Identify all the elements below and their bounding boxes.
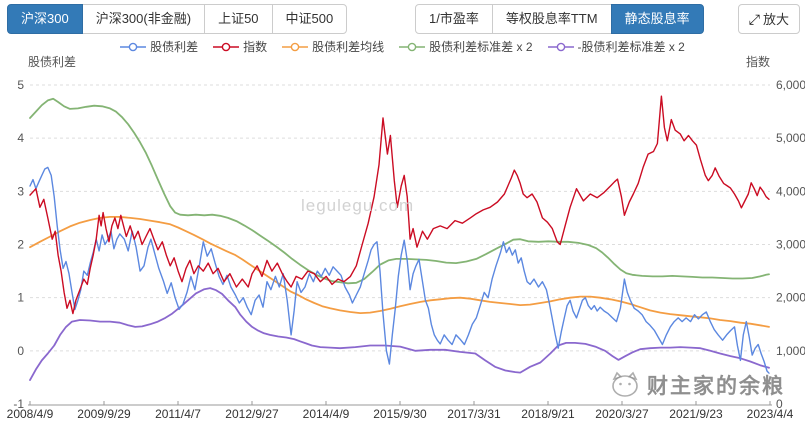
series-line-spread-upper-band: [29, 97, 770, 285]
y-left-tick-1: 1: [17, 291, 24, 305]
y-left-tick-3: 3: [17, 184, 24, 198]
x-tick-label-0: 2008/4/9: [7, 407, 54, 421]
series-line-spread: [29, 166, 770, 374]
y-left-tick--1: -1: [13, 397, 24, 411]
legend-marker-spread-upper-band: [399, 42, 426, 51]
zoom-expand-button[interactable]: ⤢ 放大: [737, 4, 800, 34]
chart-legend: 股债利差 指数 股债利差均线 股债利差标准差 x 2 -股债利差标准差 x 2: [0, 38, 805, 55]
series-line-index: [29, 95, 770, 315]
tab-csi500[interactable]: 中证500: [271, 4, 348, 34]
y-right-tick-4000: 4,000: [776, 184, 805, 198]
tab-equal-weight-dividend-ttm[interactable]: 等权股息率TTM: [491, 4, 612, 34]
x-tick-label-2: 2011/4/7: [155, 407, 201, 421]
x-tick-label-5: 2015/9/30: [373, 407, 427, 421]
legend-label-index: 指数: [243, 40, 268, 54]
y-right-tick-1000: 1,000: [776, 344, 805, 358]
x-tick-label-3: 2012/9/27: [225, 407, 279, 421]
index-tab-group: 沪深300 沪深300(非金融) 上证50 中证500: [7, 4, 348, 34]
y-right-tick-0: 0: [776, 397, 783, 411]
legend-marker-spread-moving-average: [282, 42, 309, 51]
toolbar: 沪深300 沪深300(非金融) 上证50 中证500 1/市盈率 等权股息率TTM 静态…: [7, 4, 800, 34]
legend-label-spread-moving-average: 股债利差均线: [312, 40, 385, 54]
y-left-tick-0: 0: [17, 344, 24, 358]
legend-item-index[interactable]: 指数: [213, 38, 267, 55]
expand-icon: ⤢: [748, 11, 760, 27]
metric-tab-group: 1/市盈率 等权股息率TTM 静态股息率: [415, 4, 704, 34]
series-line-spread-moving-average: [29, 215, 770, 328]
x-tick-label-1: 2009/9/29: [77, 407, 131, 421]
y-right-tick-2000: 2,000: [776, 291, 805, 305]
tab-inverse-pe[interactable]: 1/市盈率: [415, 4, 493, 34]
legend-item-spread-moving-average[interactable]: 股债利差均线: [282, 38, 384, 55]
y-right-tick-5000: 5,000: [776, 131, 805, 145]
legend-marker-spread: [120, 42, 147, 51]
legend-marker-spread-lower-band: [547, 42, 574, 51]
y-left-tick-5: 5: [17, 78, 24, 92]
tab-static-dividend-yield[interactable]: 静态股息率: [610, 4, 704, 34]
y-left-tick-2: 2: [17, 238, 24, 252]
tab-hs300-nonfinancial[interactable]: 沪深300(非金融): [81, 4, 206, 34]
x-tick-label-10: 2023/4/4: [747, 407, 794, 421]
x-tick-label-8: 2020/3/27: [595, 407, 649, 421]
legend-label-spread-upper-band: 股债利差标准差 x 2: [429, 40, 533, 54]
x-tick-label-7: 2018/9/21: [521, 407, 575, 421]
y-left-tick-4: 4: [17, 131, 24, 145]
x-tick-label-9: 2021/9/23: [669, 407, 723, 421]
legend-label-spread-lower-band: -股债利差标准差 x 2: [577, 40, 685, 54]
y-right-tick-3000: 3,000: [776, 238, 805, 252]
series-line-spread-lower-band: [29, 287, 770, 382]
legend-label-spread: 股债利差: [150, 40, 199, 54]
x-tick-label-6: 2017/3/31: [447, 407, 501, 421]
legend-marker-index: [213, 42, 240, 51]
y-right-tick-6000: 6,000: [776, 78, 805, 92]
legend-item-spread-lower-band[interactable]: -股债利差标准差 x 2: [547, 38, 685, 55]
legend-item-spread-upper-band[interactable]: 股债利差标准差 x 2: [399, 38, 533, 55]
legend-item-spread[interactable]: 股债利差: [120, 38, 198, 55]
y-left-axis-title: 股债利差: [28, 55, 76, 69]
tab-sse50[interactable]: 上证50: [204, 4, 273, 34]
y-right-axis-title: 指数: [746, 54, 770, 69]
x-tick-label-4: 2014/4/9: [303, 407, 350, 421]
tab-hs300[interactable]: 沪深300: [7, 4, 83, 34]
zoom-expand-label: 放大: [762, 12, 789, 27]
